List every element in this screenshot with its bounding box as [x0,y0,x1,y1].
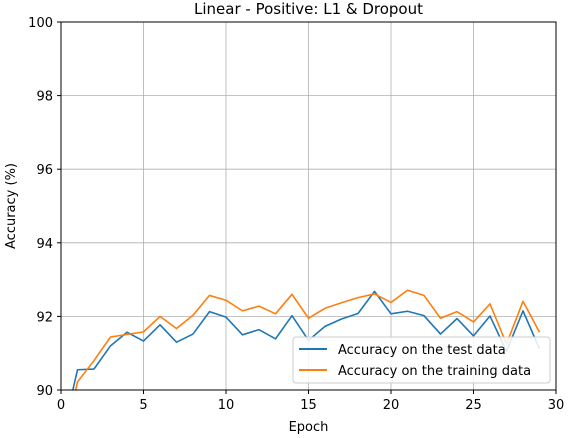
legend-box [292,336,551,384]
x-tick-label: 20 [383,398,400,413]
y-axis-label: Accuracy (%) [4,163,19,249]
series-line-training [74,289,541,390]
x-tick-label: 5 [139,398,147,413]
x-tick-label: 30 [548,398,565,413]
chart-title: Linear - Positive: L1 & Dropout [194,0,423,18]
y-tick-label: 90 [36,384,53,399]
y-tick-label: 92 [36,310,53,325]
series-layer [72,289,541,390]
x-axis: 0 5 10 15 20 25 30 [57,390,564,413]
y-tick-label: 96 [36,163,53,178]
y-tick-label: 98 [36,90,53,105]
y-tick-label: 100 [28,16,53,31]
legend-label-test: Accuracy on the test data [338,343,506,358]
legend: Accuracy on the test data Accuracy on th… [292,336,551,384]
x-tick-label: 0 [57,398,65,413]
y-tick-label: 94 [36,237,53,252]
x-axis-label: Epoch [289,420,329,435]
x-tick-label: 15 [300,398,317,413]
y-axis: 90 92 94 96 98 100 [28,16,61,399]
legend-label-training: Accuracy on the training data [338,364,531,379]
series-line-test [72,290,541,390]
x-tick-label: 10 [218,398,235,413]
x-tick-label: 25 [465,398,482,413]
